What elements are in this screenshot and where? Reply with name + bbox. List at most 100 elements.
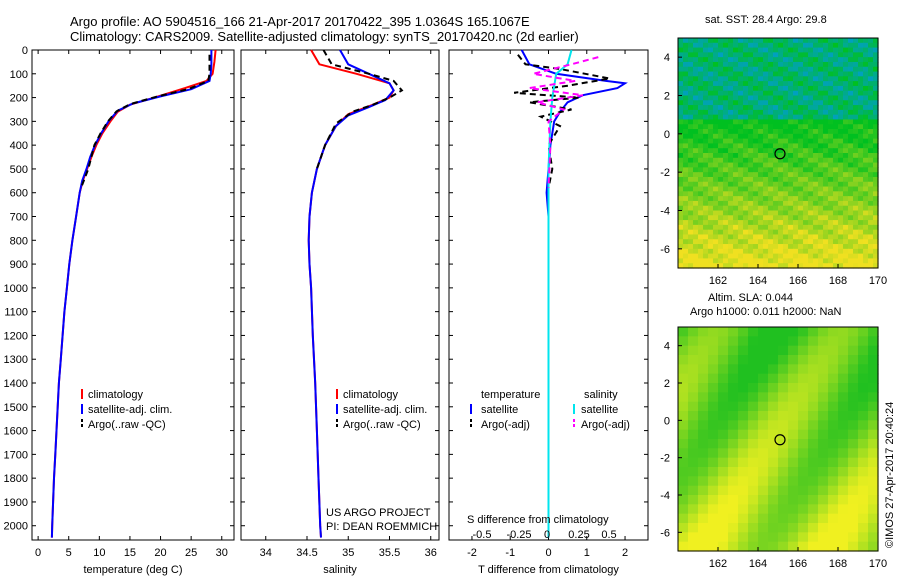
y-tick-label: 300 — [10, 116, 28, 128]
map-cell — [728, 248, 734, 255]
map-cell — [678, 513, 689, 524]
map-cell — [783, 157, 789, 164]
map-cell — [678, 327, 689, 337]
map-cell — [678, 234, 684, 240]
map-cell — [753, 167, 759, 173]
map-cell — [678, 129, 684, 135]
map-cell — [808, 495, 819, 505]
map-cell — [678, 229, 684, 236]
map-cell — [803, 224, 809, 231]
map-cell — [708, 167, 714, 173]
map-cell — [828, 373, 839, 384]
map-cell — [818, 210, 824, 216]
map-cell — [733, 105, 739, 111]
map-cell — [848, 52, 854, 58]
map-cell — [778, 119, 784, 125]
map-cell — [803, 210, 809, 216]
map-cell — [768, 258, 774, 264]
map-cell — [693, 129, 699, 135]
map-cell — [803, 191, 809, 197]
y-tick-label: -2 — [660, 453, 670, 465]
map-cell — [743, 52, 749, 58]
map-cell — [798, 523, 809, 533]
map-cell — [828, 95, 834, 101]
map-cell — [848, 239, 854, 245]
map-cell — [678, 176, 684, 183]
map-cell — [843, 85, 849, 92]
map-cell — [773, 244, 779, 250]
map-cell — [698, 124, 704, 130]
map-cell — [858, 541, 869, 552]
map-cell — [798, 327, 809, 337]
x-tick-label: 20 — [154, 547, 166, 559]
map-cell — [713, 196, 719, 202]
map-cell — [848, 133, 854, 140]
map-cell — [793, 191, 799, 197]
map-cell — [743, 38, 749, 44]
y-tick-label: 4 — [664, 341, 670, 353]
map-cell — [773, 143, 779, 149]
map-cell — [728, 253, 734, 260]
map-cell — [743, 109, 749, 116]
map-cell — [838, 253, 844, 260]
map-cell — [868, 124, 874, 130]
map-cell — [733, 186, 739, 192]
map-cell — [748, 167, 754, 173]
map-cell — [778, 153, 784, 159]
map-cell — [718, 57, 724, 63]
map-cell — [753, 105, 759, 111]
map-cell — [813, 90, 819, 97]
map-cell — [688, 355, 699, 365]
map-cell — [833, 234, 839, 240]
temperature-panel: 0100200300400500600700800900100011001200… — [4, 45, 235, 576]
sla-map-title-line1: Altim. SLA: 0.044 — [708, 292, 793, 304]
map-cell — [863, 153, 869, 159]
map-cell — [688, 105, 694, 111]
map-cell — [808, 205, 814, 212]
map-cell — [728, 85, 734, 92]
x-tick-label: 162 — [709, 558, 727, 570]
map-cell — [863, 215, 869, 221]
map-cell — [833, 114, 839, 121]
map-cell — [748, 457, 759, 468]
map-cell — [778, 253, 784, 260]
map-cell — [728, 327, 739, 337]
map-cell — [868, 105, 874, 111]
map-cell — [748, 229, 754, 236]
map-cell — [753, 61, 759, 68]
map-cell — [793, 42, 799, 49]
map-cell — [793, 258, 799, 264]
map-cell — [868, 52, 874, 58]
map-cell — [868, 172, 874, 178]
map-cell — [868, 224, 874, 231]
map-cell — [823, 200, 829, 207]
map-cell — [858, 485, 869, 496]
map-cell — [753, 229, 759, 236]
map-cell — [848, 191, 854, 197]
map-cell — [743, 124, 749, 130]
map-cell — [833, 215, 839, 221]
map-cell — [758, 495, 769, 505]
map-cell — [858, 336, 869, 347]
map-cell — [848, 373, 859, 384]
title-line1: Argo profile: AO 5904516_166 21-Apr-2017… — [70, 14, 530, 29]
map-cell — [813, 186, 819, 192]
map-cell — [803, 181, 809, 188]
map-cell — [853, 148, 859, 154]
series-line — [307, 49, 395, 538]
map-cell — [768, 105, 774, 111]
map-cell — [873, 181, 879, 188]
map-cell — [768, 138, 774, 145]
map-cell — [758, 532, 769, 543]
map-cell — [743, 253, 749, 260]
map-cell — [718, 239, 724, 245]
map-cell — [693, 253, 699, 260]
map-cell — [733, 143, 739, 149]
x-axis-label: temperature (deg C) — [83, 564, 182, 576]
map-cell — [788, 105, 794, 111]
map-cell — [748, 157, 754, 164]
map-cell — [778, 355, 789, 365]
map-cell — [828, 401, 839, 412]
map-cell — [708, 143, 714, 149]
map-cell — [828, 541, 839, 552]
